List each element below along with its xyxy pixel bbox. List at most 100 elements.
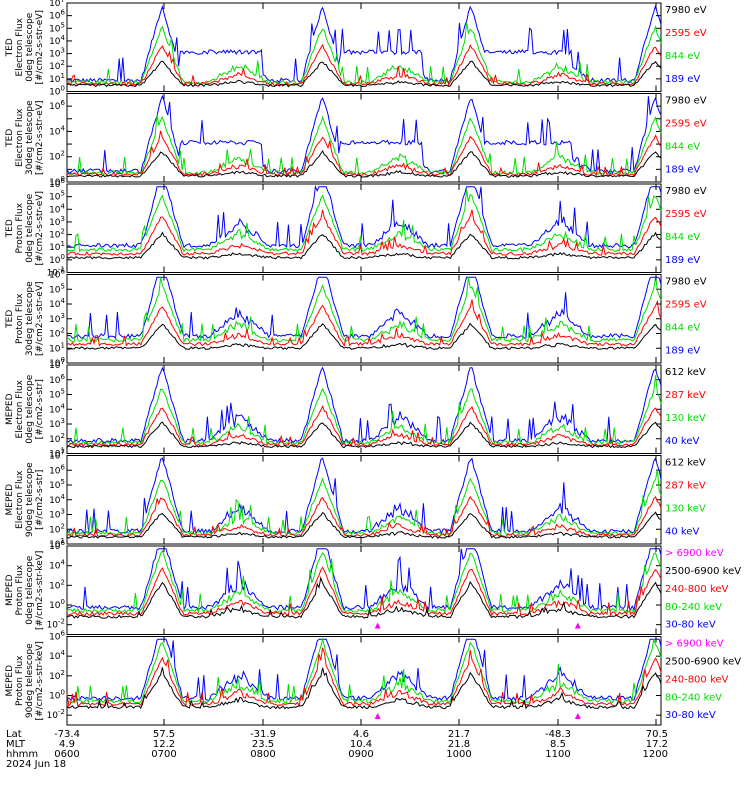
y-axis-label: [#/cm2-s-str-keV] [35,641,45,720]
y-axis-label: 30deg telescope [25,281,35,356]
y-tick-label: 100 [49,253,65,266]
legend-entry: 2595 eV [665,28,707,39]
y-tick-label: 107 [49,0,65,9]
panel-frame [66,274,662,364]
y-tick-label: 106 [49,373,65,386]
x-tick-hhmm: 0600 [54,749,79,760]
legend-entry: 189 eV [665,164,700,175]
y-axis-label: Electron Flux [15,108,25,167]
y-tick-label: 101 [49,240,65,253]
y-axis-label: [#/cm2-s-str] [35,379,45,439]
panel-frame [66,93,662,183]
series-line [66,511,662,539]
y-tick-label: 105 [49,190,65,203]
y-tick-label: 104 [49,124,65,137]
legend-entry: 189 eV [665,74,700,85]
y-tick-label: 106 [49,9,65,22]
y-tick-label: 104 [49,559,65,572]
y-axis-label: TED [5,310,15,329]
legend-entry: 612 keV [665,367,706,378]
y-axis-label: 0deg telescope [25,555,35,625]
x-row-label: hhmm [6,749,38,760]
legend-entry: 287 keV [665,390,706,401]
legend-entry: 7980 eV [665,96,707,107]
series-line [66,22,662,86]
series-line [66,189,662,253]
x-tick-hhmm: 0900 [348,749,373,760]
y-axis-label: MEPED [5,484,15,516]
y-axis-label: Proton Flux [15,655,25,706]
y-axis-label: [#/cm2-s-str-keV] [35,551,45,630]
y-tick-label: 104 [49,297,65,310]
x-tick-hhmm: 0800 [250,749,275,760]
legend-entry: 2595 eV [665,299,707,310]
y-tick-label: 102 [49,228,65,241]
y-tick-label: 101 [49,341,65,354]
legend-entry: 844 eV [665,322,700,333]
legend-entry: 2500-6900 keV [665,656,741,667]
y-axis-label: [#/cm2-s-str-eV] [35,191,45,266]
y-tick-label: 100 [49,598,65,611]
x-tick-lat: -73.4 [54,729,80,740]
legend-entry: 7980 eV [665,186,707,197]
series-line [66,549,662,614]
panel-frame [66,183,662,273]
x-tick-mlt: 17.2 [646,739,668,750]
y-axis-label: 90deg telescope [25,462,35,537]
legend-entry: 130 keV [665,503,706,514]
y-tick-label: 105 [49,282,65,295]
x-tick-mlt: 8.5 [550,739,566,750]
x-tick-lat: 70.5 [646,729,668,740]
series-line [66,637,662,705]
series-line [66,456,662,535]
y-tick-label: 105 [49,388,65,401]
y-axis-label: 0deg telescope [25,193,35,263]
series-line [66,43,662,87]
x-tick-mlt: 4.9 [59,739,75,750]
y-tick-label: 104 [49,493,65,506]
series-line [66,149,662,178]
y-tick-label: 100 [49,689,65,702]
series-line [66,94,662,175]
y-axis-label: Proton Flux [15,564,25,615]
y-tick-label: 106 [49,630,65,643]
series-line [66,322,662,350]
legend-entry: 40 keV [665,436,699,447]
x-row-label: Lat [6,729,22,740]
y-axis-label: TED [5,38,15,57]
legend-entry: 240-800 keV [665,674,729,685]
series-line [66,231,662,260]
series-mark [374,713,381,719]
x-tick-hhmm: 1100 [545,749,570,760]
y-axis-label: [#/cm2-s-str-eV] [35,10,45,85]
y-axis-label: 0deg telescope [25,12,35,82]
legend-entry: 80-240 keV [665,602,722,613]
y-axis-label: 90deg telescope [25,643,35,718]
y-tick-label: 102 [49,327,65,340]
y-tick-label: 102 [49,150,65,163]
x-tick-lat: 4.6 [353,729,369,740]
y-tick-label: 102 [49,669,65,682]
series-mark [574,713,581,719]
series-line [66,366,662,445]
legend-entry: 80-240 keV [665,692,722,703]
y-axis-label: MEPED [5,574,15,606]
y-tick-label: 102 [49,578,65,591]
y-tick-label: 102 [49,432,65,445]
panel-frame [66,636,662,726]
y-axis-label: [#/cm2-s-str] [35,470,45,530]
legend-entry: 189 eV [665,345,700,356]
series-line [66,184,662,250]
x-tick-lat: -48.3 [545,729,571,740]
y-tick-label: 104 [49,202,65,215]
y-tick-label: 106 [49,99,65,112]
y-tick-label: 105 [49,21,65,34]
y-tick-label: 104 [49,402,65,415]
series-line [66,209,662,256]
x-tick-mlt: 10.4 [350,739,372,750]
